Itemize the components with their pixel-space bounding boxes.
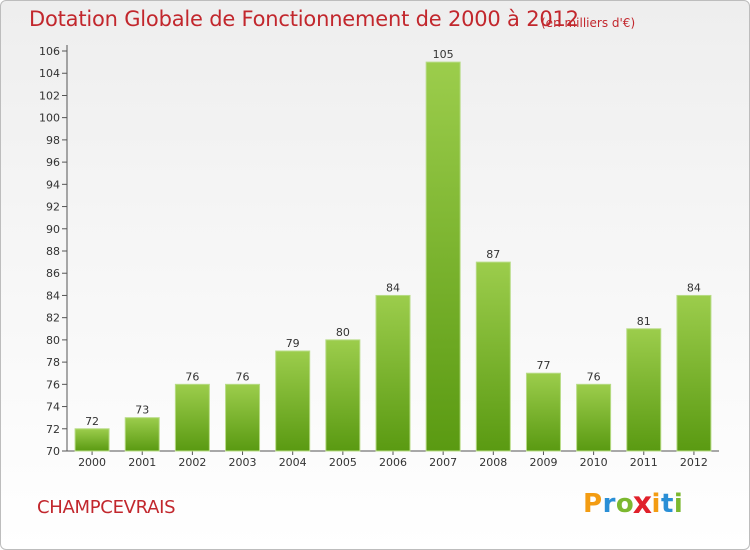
bar-value-label: 81 — [637, 315, 651, 328]
bar — [325, 339, 361, 452]
y-tick-label: 106 — [39, 45, 60, 58]
logo-letter: P — [583, 489, 603, 519]
bar-value-label: 80 — [336, 326, 350, 339]
bar-value-label: 77 — [536, 359, 550, 372]
logo-letter: o — [615, 489, 635, 519]
bar-value-label: 105 — [433, 48, 454, 61]
x-tick-label: 2010 — [580, 456, 608, 469]
x-tick-label: 2004 — [279, 456, 307, 469]
y-tick-label: 88 — [46, 245, 60, 258]
bar-value-label: 76 — [185, 370, 199, 383]
x-tick-label: 2002 — [178, 456, 206, 469]
bar — [375, 294, 411, 452]
x-tick-label: 2005 — [329, 456, 357, 469]
x-tick-label: 2012 — [680, 456, 708, 469]
bar — [525, 372, 561, 452]
y-tick-label: 70 — [46, 445, 60, 458]
bar — [576, 383, 612, 452]
bar — [475, 261, 511, 452]
logo-letter: i — [673, 489, 684, 519]
x-tick-label: 2006 — [379, 456, 407, 469]
commune-name: CHAMPCEVRAIS — [37, 497, 176, 518]
x-tick-label: 2003 — [229, 456, 257, 469]
bar-value-label: 76 — [587, 370, 601, 383]
y-tick-label: 74 — [46, 401, 60, 414]
y-tick-label: 76 — [46, 378, 60, 391]
logo-letter: i — [651, 489, 661, 519]
x-tick-label: 2009 — [529, 456, 557, 469]
logo-letter: x — [632, 486, 653, 522]
bar-value-label: 87 — [486, 248, 500, 261]
chart-labels: 72 2000 73 2001 76 2002 76 2003 79 2004 80 2005 84 20… — [78, 48, 708, 469]
bar — [225, 383, 261, 452]
chart-bars — [74, 61, 712, 452]
x-tick-label: 2001 — [128, 456, 156, 469]
y-tick-label: 96 — [46, 156, 60, 169]
chart-title: Dotation Globale de Fonctionnement de 20… — [29, 7, 579, 31]
x-tick-label: 2008 — [479, 456, 507, 469]
y-tick-label: 90 — [46, 223, 60, 236]
bar — [626, 328, 662, 452]
logo-letter: r — [602, 489, 616, 519]
x-tick-label: 2011 — [630, 456, 658, 469]
y-tick-label: 78 — [46, 356, 60, 369]
y-tick-label: 98 — [46, 134, 60, 147]
chart-unit-note: (en milliers d'€) — [541, 16, 636, 30]
bar-value-label: 84 — [386, 281, 400, 294]
bar-value-label: 84 — [687, 281, 701, 294]
y-tick-label: 102 — [39, 89, 60, 102]
y-tick-label: 104 — [39, 67, 60, 80]
bar-value-label: 72 — [85, 415, 99, 428]
proxiti-logo: Proxiti — [583, 486, 684, 522]
bar — [74, 428, 110, 452]
x-tick-label: 2007 — [429, 456, 457, 469]
y-tick-label: 100 — [39, 112, 60, 125]
y-tick-label: 86 — [46, 267, 60, 280]
bar — [174, 383, 210, 452]
chart-axes: 70 72 74 76 78 80 82 84 86 88 90 92 94 96 98 100 102 104 1… — [39, 45, 719, 458]
bar — [124, 417, 160, 452]
y-tick-label: 92 — [46, 201, 60, 214]
bar — [676, 294, 712, 452]
bar-value-label: 79 — [286, 337, 300, 350]
bar — [275, 350, 311, 452]
x-tick-label: 2000 — [78, 456, 106, 469]
y-tick-label: 80 — [46, 334, 60, 347]
bar — [425, 61, 461, 452]
y-tick-label: 82 — [46, 312, 60, 325]
y-tick-label: 72 — [46, 423, 60, 436]
logo-letter: t — [660, 489, 674, 519]
bar-value-label: 73 — [135, 404, 149, 417]
y-tick-label: 84 — [46, 289, 60, 302]
y-tick-label: 94 — [46, 178, 60, 191]
bar-value-label: 76 — [236, 370, 250, 383]
